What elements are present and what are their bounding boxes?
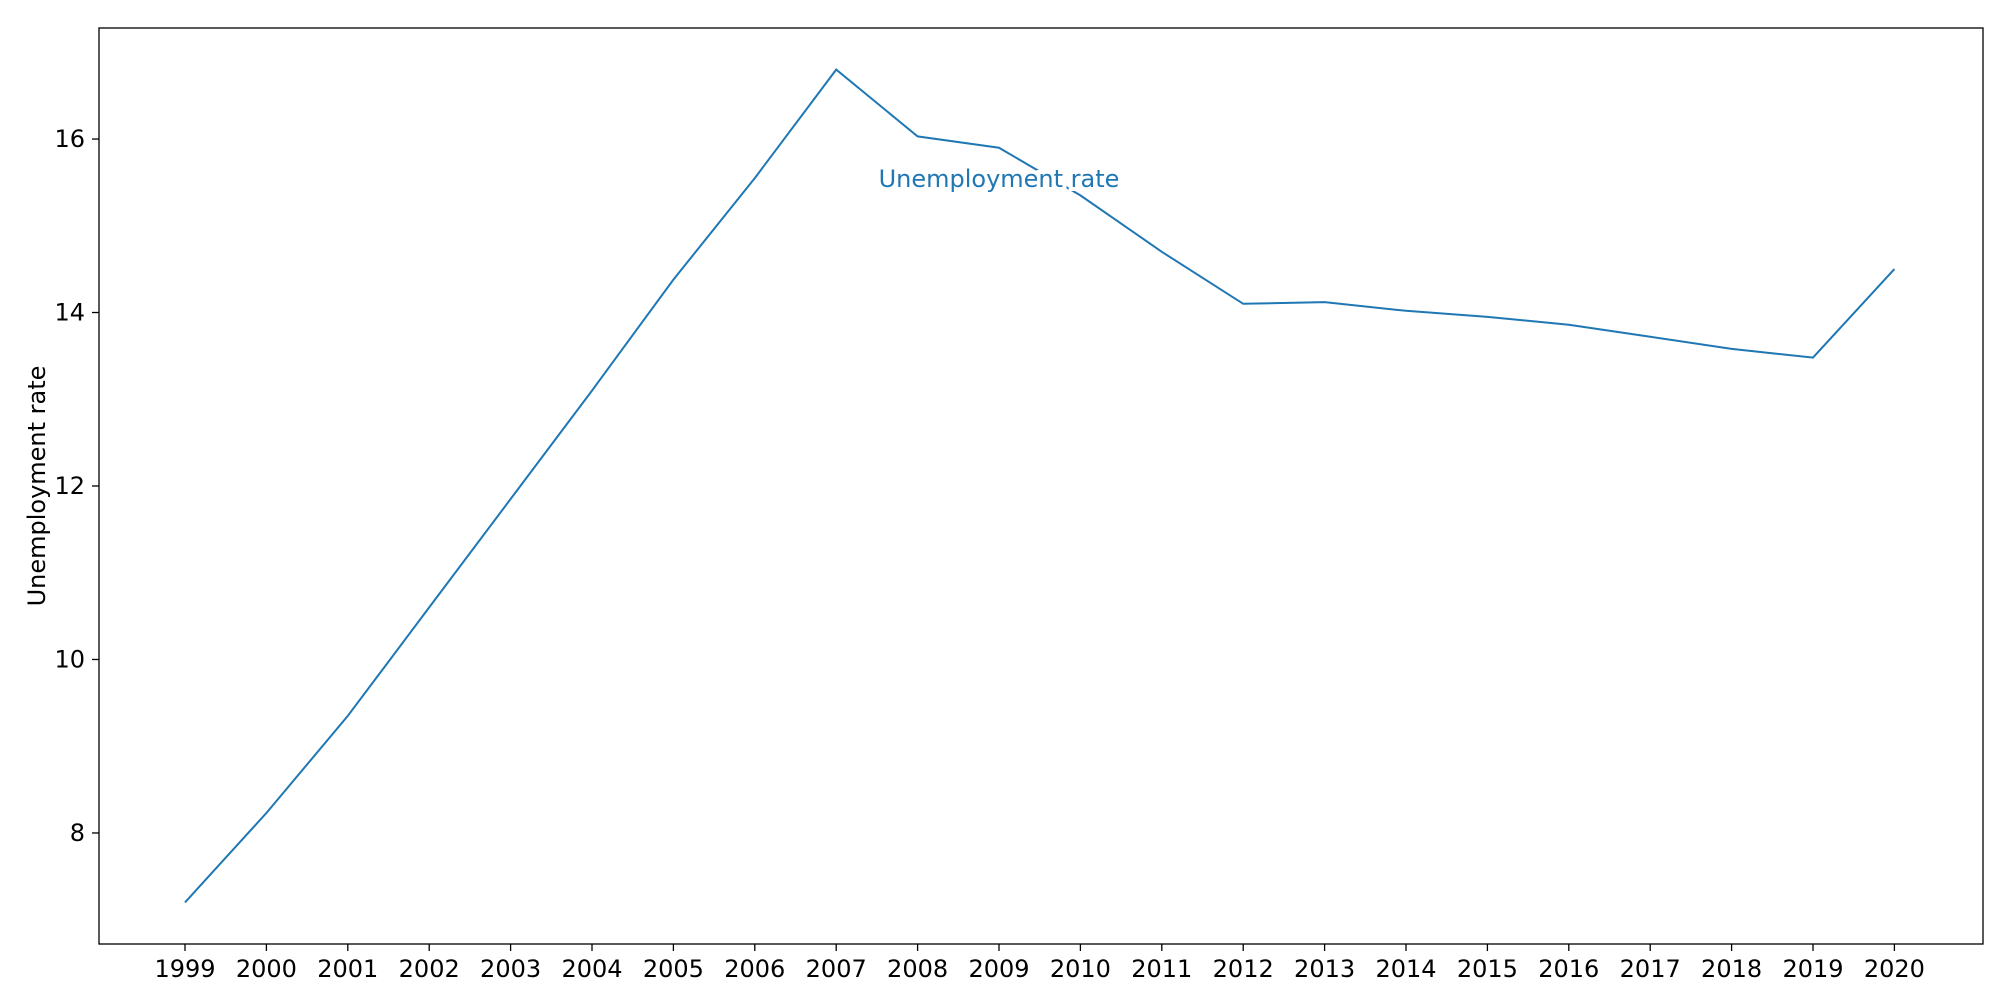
- x-tick-label: 2011: [1131, 955, 1192, 983]
- x-tick-label: 2008: [887, 955, 948, 983]
- x-tick-label: 2002: [399, 955, 460, 983]
- x-tick-label: 2009: [968, 955, 1029, 983]
- x-tick-label: 2020: [1864, 955, 1925, 983]
- x-tick-label: 2013: [1294, 955, 1355, 983]
- x-tick-label: 2010: [1050, 955, 1111, 983]
- x-tick-label: 2000: [236, 955, 297, 983]
- x-tick-label: 2016: [1538, 955, 1599, 983]
- y-tick-label: 8: [70, 819, 85, 847]
- y-axis-label: Unemployment rate: [23, 366, 51, 607]
- x-tick-label: 2007: [806, 955, 867, 983]
- x-tick-label: 2012: [1213, 955, 1274, 983]
- x-tick-label: 2006: [724, 955, 785, 983]
- series-line-unemployment-rate: [184, 68, 1896, 904]
- x-tick-label: 2001: [317, 955, 378, 983]
- x-tick-label: 2015: [1457, 955, 1518, 983]
- y-tick-label: 10: [54, 645, 85, 673]
- x-tick-label: 1999: [154, 955, 215, 983]
- x-tick-label: 2003: [480, 955, 541, 983]
- line-annotation-label: Unemployment rate: [879, 165, 1120, 193]
- y-axis: 8 10 12 14 16: [54, 125, 99, 847]
- y-tick-label: 14: [54, 299, 85, 327]
- x-axis: 1999 2000 2001 2002 2003 2004 2005 2006 2007 2008…: [154, 944, 1925, 983]
- x-tick-label: 2018: [1701, 955, 1762, 983]
- x-tick-label: 2019: [1782, 955, 1843, 983]
- x-tick-label: 2004: [561, 955, 622, 983]
- y-tick-label: 16: [54, 125, 85, 153]
- x-tick-label: 2017: [1620, 955, 1681, 983]
- y-tick-label: 12: [54, 472, 85, 500]
- x-tick-label: 2014: [1375, 955, 1436, 983]
- x-tick-label: 2005: [643, 955, 704, 983]
